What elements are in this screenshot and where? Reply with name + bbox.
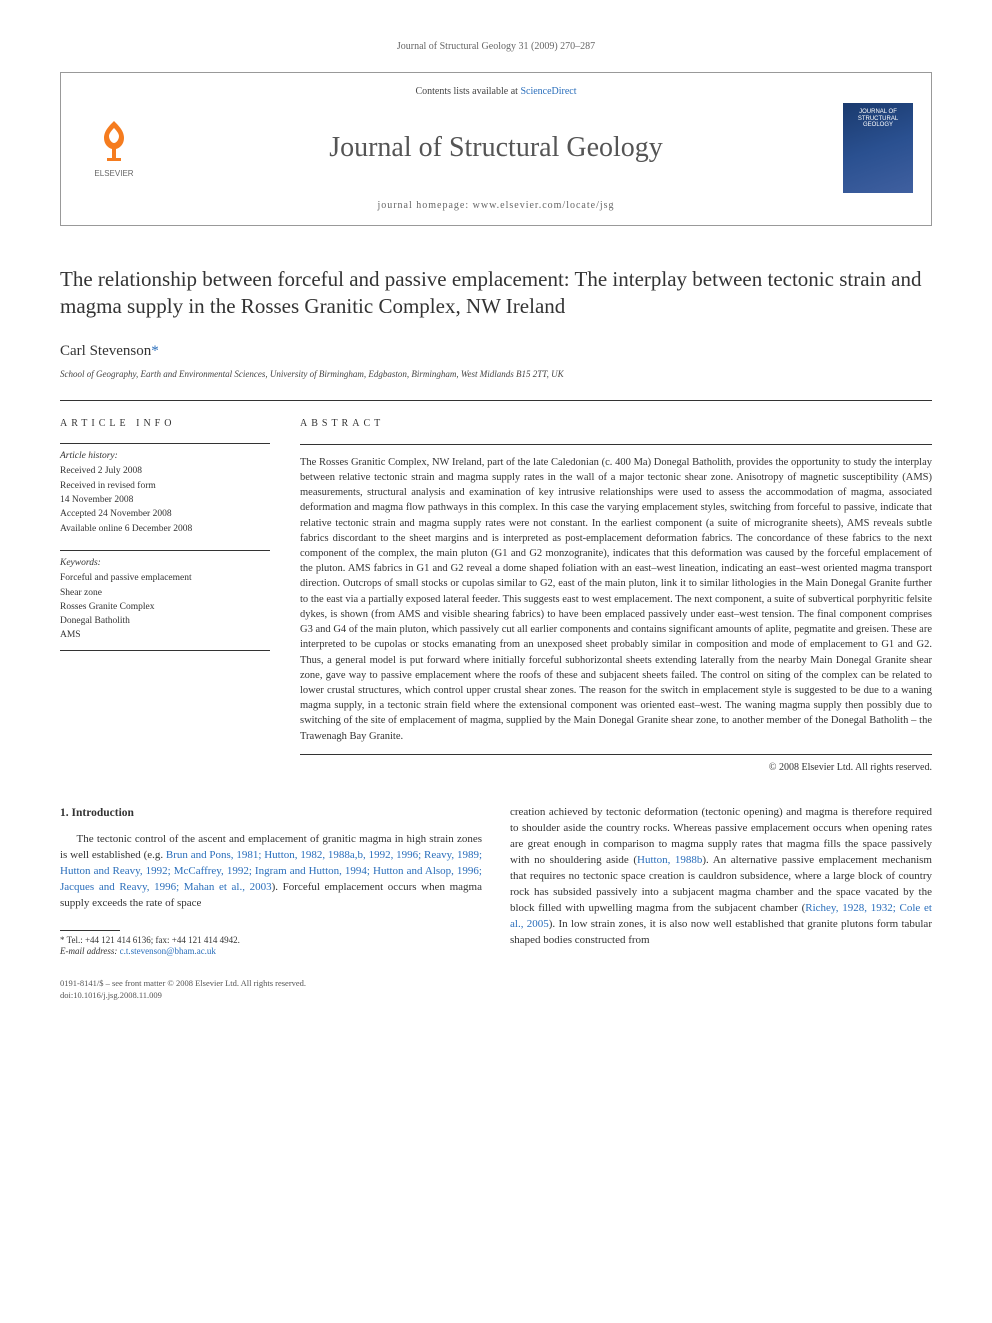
article-info-column: ARTICLE INFO Article history: Received 2… [60, 417, 270, 775]
abstract-label: ABSTRACT [300, 417, 932, 432]
footer-doi: doi:10.1016/j.jsg.2008.11.009 [60, 990, 932, 1002]
abstract-text: The Rosses Granitic Complex, NW Ireland,… [300, 444, 932, 755]
keyword: Forceful and passive emplacement [60, 572, 270, 585]
elsevier-tree-icon [89, 116, 139, 166]
journal-masthead: Contents lists available at ScienceDirec… [60, 72, 932, 226]
fax-label: ; fax: [151, 935, 172, 945]
section-title: Introduction [72, 807, 134, 819]
homepage-prefix: journal homepage: [377, 200, 472, 211]
page-footer: 0191-8141/$ – see front matter © 2008 El… [60, 978, 932, 1002]
article-title: The relationship between forceful and pa… [60, 266, 932, 321]
paragraph: The tectonic control of the ascent and e… [60, 832, 482, 912]
author-line: Carl Stevenson* [60, 341, 932, 362]
keyword: Rosses Granite Complex [60, 601, 270, 614]
keywords-block: Keywords: Forceful and passive emplaceme… [60, 550, 270, 651]
section-heading: 1. Introduction [60, 805, 482, 822]
history-item: Accepted 24 November 2008 [60, 508, 270, 521]
article-history: Article history: Received 2 July 2008 Re… [60, 443, 270, 536]
tel-label: * Tel.: [60, 935, 85, 945]
author-name: Carl Stevenson [60, 343, 151, 359]
keyword: Donegal Batholith [60, 615, 270, 628]
footer-copyright: 0191-8141/$ – see front matter © 2008 El… [60, 978, 932, 990]
homepage-line: journal homepage: www.elsevier.com/locat… [79, 199, 913, 213]
contents-line: Contents lists available at ScienceDirec… [79, 85, 913, 99]
correspondence-footnote: * Tel.: +44 121 414 6136; fax: +44 121 4… [60, 935, 482, 947]
section-number: 1. [60, 807, 69, 819]
sciencedirect-link[interactable]: ScienceDirect [520, 86, 576, 97]
keyword: Shear zone [60, 587, 270, 600]
tel-number: +44 121 414 6136 [85, 935, 151, 945]
body-text: 1. Introduction The tectonic control of … [60, 805, 932, 958]
keywords-label: Keywords: [60, 557, 270, 570]
history-label: Article history: [60, 450, 270, 463]
elsevier-logo: ELSEVIER [79, 108, 149, 188]
journal-cover-text: JOURNAL OF STRUCTURAL GEOLOGY [847, 109, 909, 129]
history-item: Available online 6 December 2008 [60, 523, 270, 536]
homepage-url: www.elsevier.com/locate/jsg [473, 200, 615, 211]
email-label: E-mail address: [60, 946, 120, 956]
right-column: creation achieved by tectonic deformatio… [510, 805, 932, 958]
abstract-column: ABSTRACT The Rosses Granitic Complex, NW… [300, 417, 932, 775]
journal-title: Journal of Structural Geology [149, 128, 843, 167]
fax-number: +44 121 414 4942. [172, 935, 240, 945]
left-column: 1. Introduction The tectonic control of … [60, 805, 482, 958]
journal-cover-thumbnail: JOURNAL OF STRUCTURAL GEOLOGY [843, 103, 913, 193]
email-link[interactable]: c.t.stevenson@bham.ac.uk [120, 946, 216, 956]
email-footnote: E-mail address: c.t.stevenson@bham.ac.uk [60, 946, 482, 958]
elsevier-name: ELSEVIER [94, 168, 133, 179]
abstract-copyright: © 2008 Elsevier Ltd. All rights reserved… [300, 761, 932, 776]
footnote-separator [60, 930, 120, 931]
history-item: 14 November 2008 [60, 494, 270, 507]
citation-link[interactable]: Hutton, 1988b [637, 854, 702, 866]
affiliation: School of Geography, Earth and Environme… [60, 368, 932, 381]
history-item: Received in revised form [60, 480, 270, 493]
contents-prefix: Contents lists available at [415, 86, 520, 97]
text-run: ). In low strain zones, it is also now w… [510, 918, 932, 946]
article-info-label: ARTICLE INFO [60, 417, 270, 431]
keyword: AMS [60, 629, 270, 642]
running-head: Journal of Structural Geology 31 (2009) … [60, 40, 932, 54]
paragraph: creation achieved by tectonic deformatio… [510, 805, 932, 948]
author-corresponding-marker[interactable]: * [151, 343, 159, 359]
history-item: Received 2 July 2008 [60, 465, 270, 478]
